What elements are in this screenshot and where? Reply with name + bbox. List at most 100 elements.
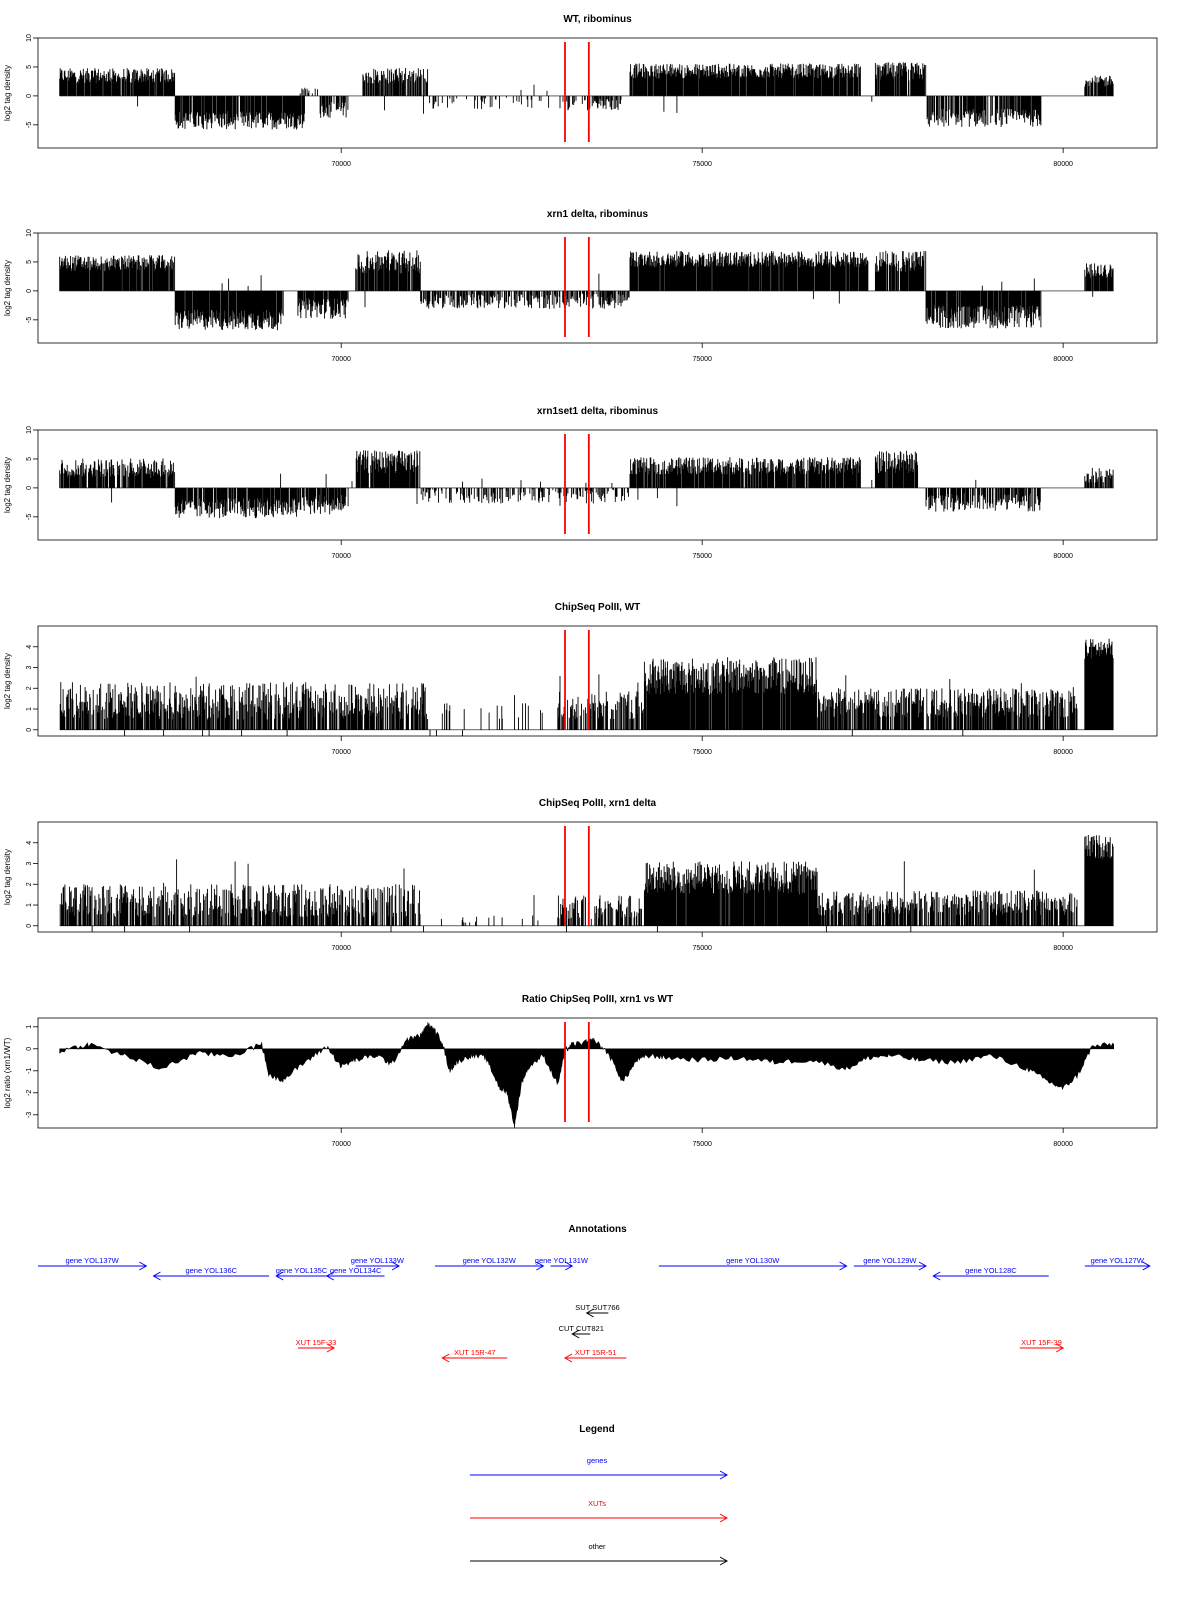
bar-series [59,62,1114,130]
feature-label: gene YOL137W [66,1256,120,1265]
y-tick-label: 5 [26,260,33,264]
arrow-head [564,1261,574,1271]
feature-label: gene YOL134C [330,1266,382,1275]
x-tick-label: 80000 [1053,945,1073,952]
feature-label: gene YOL129W [863,1256,917,1265]
annotations-panel: Annotations gene YOL137W gene YOL136C gene … [38,1224,1151,1363]
arrow-head [1055,1343,1065,1353]
feature-label: gene YOL127W [1091,1256,1145,1265]
x-tick-label: 80000 [1053,553,1073,560]
legend-arrow-head [719,1556,729,1566]
x-tick-label: 80000 [1053,356,1073,363]
feature-xut-15f-39: XUT 15F-39 [1019,1338,1065,1353]
bar-series [59,835,1114,932]
y-tick-label: 0 [26,728,33,732]
bar-series [59,250,1114,331]
feature-xut-15r-47: XUT 15R-47 [441,1348,508,1363]
y-tick-label: 0 [26,924,33,928]
y-tick-label: -2 [26,1090,33,1096]
arrow-head [391,1261,400,1271]
x-tick-label: 70000 [331,356,351,363]
y-tick-label: 0 [26,486,33,490]
feature-gene-yol133w: gene YOL133W [351,1256,405,1271]
feature-label: gene YOL131W [535,1256,589,1265]
feature-xut-15r-51: XUT 15R-51 [564,1348,627,1363]
y-tick-label: 4 [26,841,33,845]
feature-label: gene YOL133W [351,1256,405,1265]
feature-label: XUT 15R-51 [575,1348,617,1357]
plot-frame [37,37,1158,149]
arrow-head [918,1261,927,1271]
legend-label: genes [587,1456,608,1465]
y-axis-label: log2 tag density [3,849,12,905]
arrow-head [139,1261,148,1271]
arrow-head [932,1271,941,1281]
feature-label: gene YOL136C [185,1266,237,1275]
feature-gene-yol131w: gene YOL131W [535,1256,589,1271]
legend-label: XUTs [588,1499,606,1508]
y-axis-label: log2 tag density [3,653,12,709]
y-tick-label: 1 [26,707,33,711]
feature-gene-yol128c: gene YOL128C [932,1266,1049,1281]
x-tick-label: 75000 [692,1141,712,1148]
feature-label: XUT 15F-33 [296,1338,337,1347]
legend-label: other [588,1542,606,1551]
annotations-title: Annotations [568,1224,627,1235]
chart-title: WT, ribominus [563,14,632,25]
y-tick-label: 3 [26,861,33,865]
legend-item-xuts: XUTs [470,1499,729,1523]
feature-gene-yol130w: gene YOL130W [658,1256,848,1271]
data-marks [59,62,1114,130]
feature-gene-yol129w: gene YOL129W [853,1256,927,1271]
arrow-head [839,1261,848,1271]
y-tick-label: 10 [26,426,33,434]
chart-panel-3: xrn1set1 delta, ribominus log2 tag densit… [3,406,1158,560]
y-tick-label: 2 [26,686,33,690]
y-axis-label: log2 tag density [3,457,12,513]
y-tick-label: 3 [26,665,33,669]
legend-arrow-head [719,1470,729,1480]
y-tick-label: 1 [26,903,33,907]
chart-panel-6: Ratio ChipSeq PolII, xrn1 vs WT log2 rati… [3,994,1158,1148]
chart-title: xrn1 delta, ribominus [547,209,649,220]
x-tick-label: 70000 [331,749,351,756]
x-tick-label: 70000 [331,553,351,560]
y-tick-label: -5 [26,317,33,323]
feature-gene-yol134c: gene YOL134C [325,1266,385,1281]
x-tick-label: 80000 [1053,749,1073,756]
feature-gene-yol132w: gene YOL132W [435,1256,545,1271]
arrow-head [585,1308,594,1318]
x-tick-label: 75000 [692,553,712,560]
feature-label: SUT SUT766 [575,1303,619,1312]
y-tick-label: 2 [26,882,33,886]
arrow-head [564,1353,573,1363]
plot-frame [37,821,1158,933]
x-tick-label: 75000 [692,161,712,168]
x-tick-label: 75000 [692,945,712,952]
arrow-head [326,1343,336,1353]
y-axis-label: log2 ratio (xrn1/WT) [3,1037,12,1108]
feature-xut-15f-33: XUT 15F-33 [296,1338,337,1353]
data-marks [59,450,1114,519]
chart-title: ChipSeq PolII, WT [555,602,641,613]
chart-title: ChipSeq PolII, xrn1 delta [539,798,657,809]
y-tick-label: -5 [26,122,33,128]
feature-label: gene YOL132W [463,1256,517,1265]
feature-gene-yol137w: gene YOL137W [38,1256,148,1271]
feature-sut-sut766: SUT SUT766 [575,1303,620,1318]
plot-frame [37,625,1158,737]
feature-label: gene YOL128C [965,1266,1017,1275]
y-axis-label: log2 tag density [3,260,12,316]
x-tick-label: 70000 [331,1141,351,1148]
chart-panel-4: ChipSeq PolII, WT log2 tag density 0 1 2 3 4 70… [3,602,1158,756]
feature-label: CUT CUT821 [559,1324,604,1333]
y-tick-label: 10 [26,34,33,42]
area-series [59,1022,1114,1129]
feature-label: gene YOL135C [276,1266,328,1275]
bar-series [59,638,1114,736]
x-tick-label: 70000 [331,161,351,168]
legend: Legend genes XUTs other [470,1424,729,1566]
chart-title: xrn1set1 delta, ribominus [537,406,659,417]
arrow-head [571,1329,580,1339]
